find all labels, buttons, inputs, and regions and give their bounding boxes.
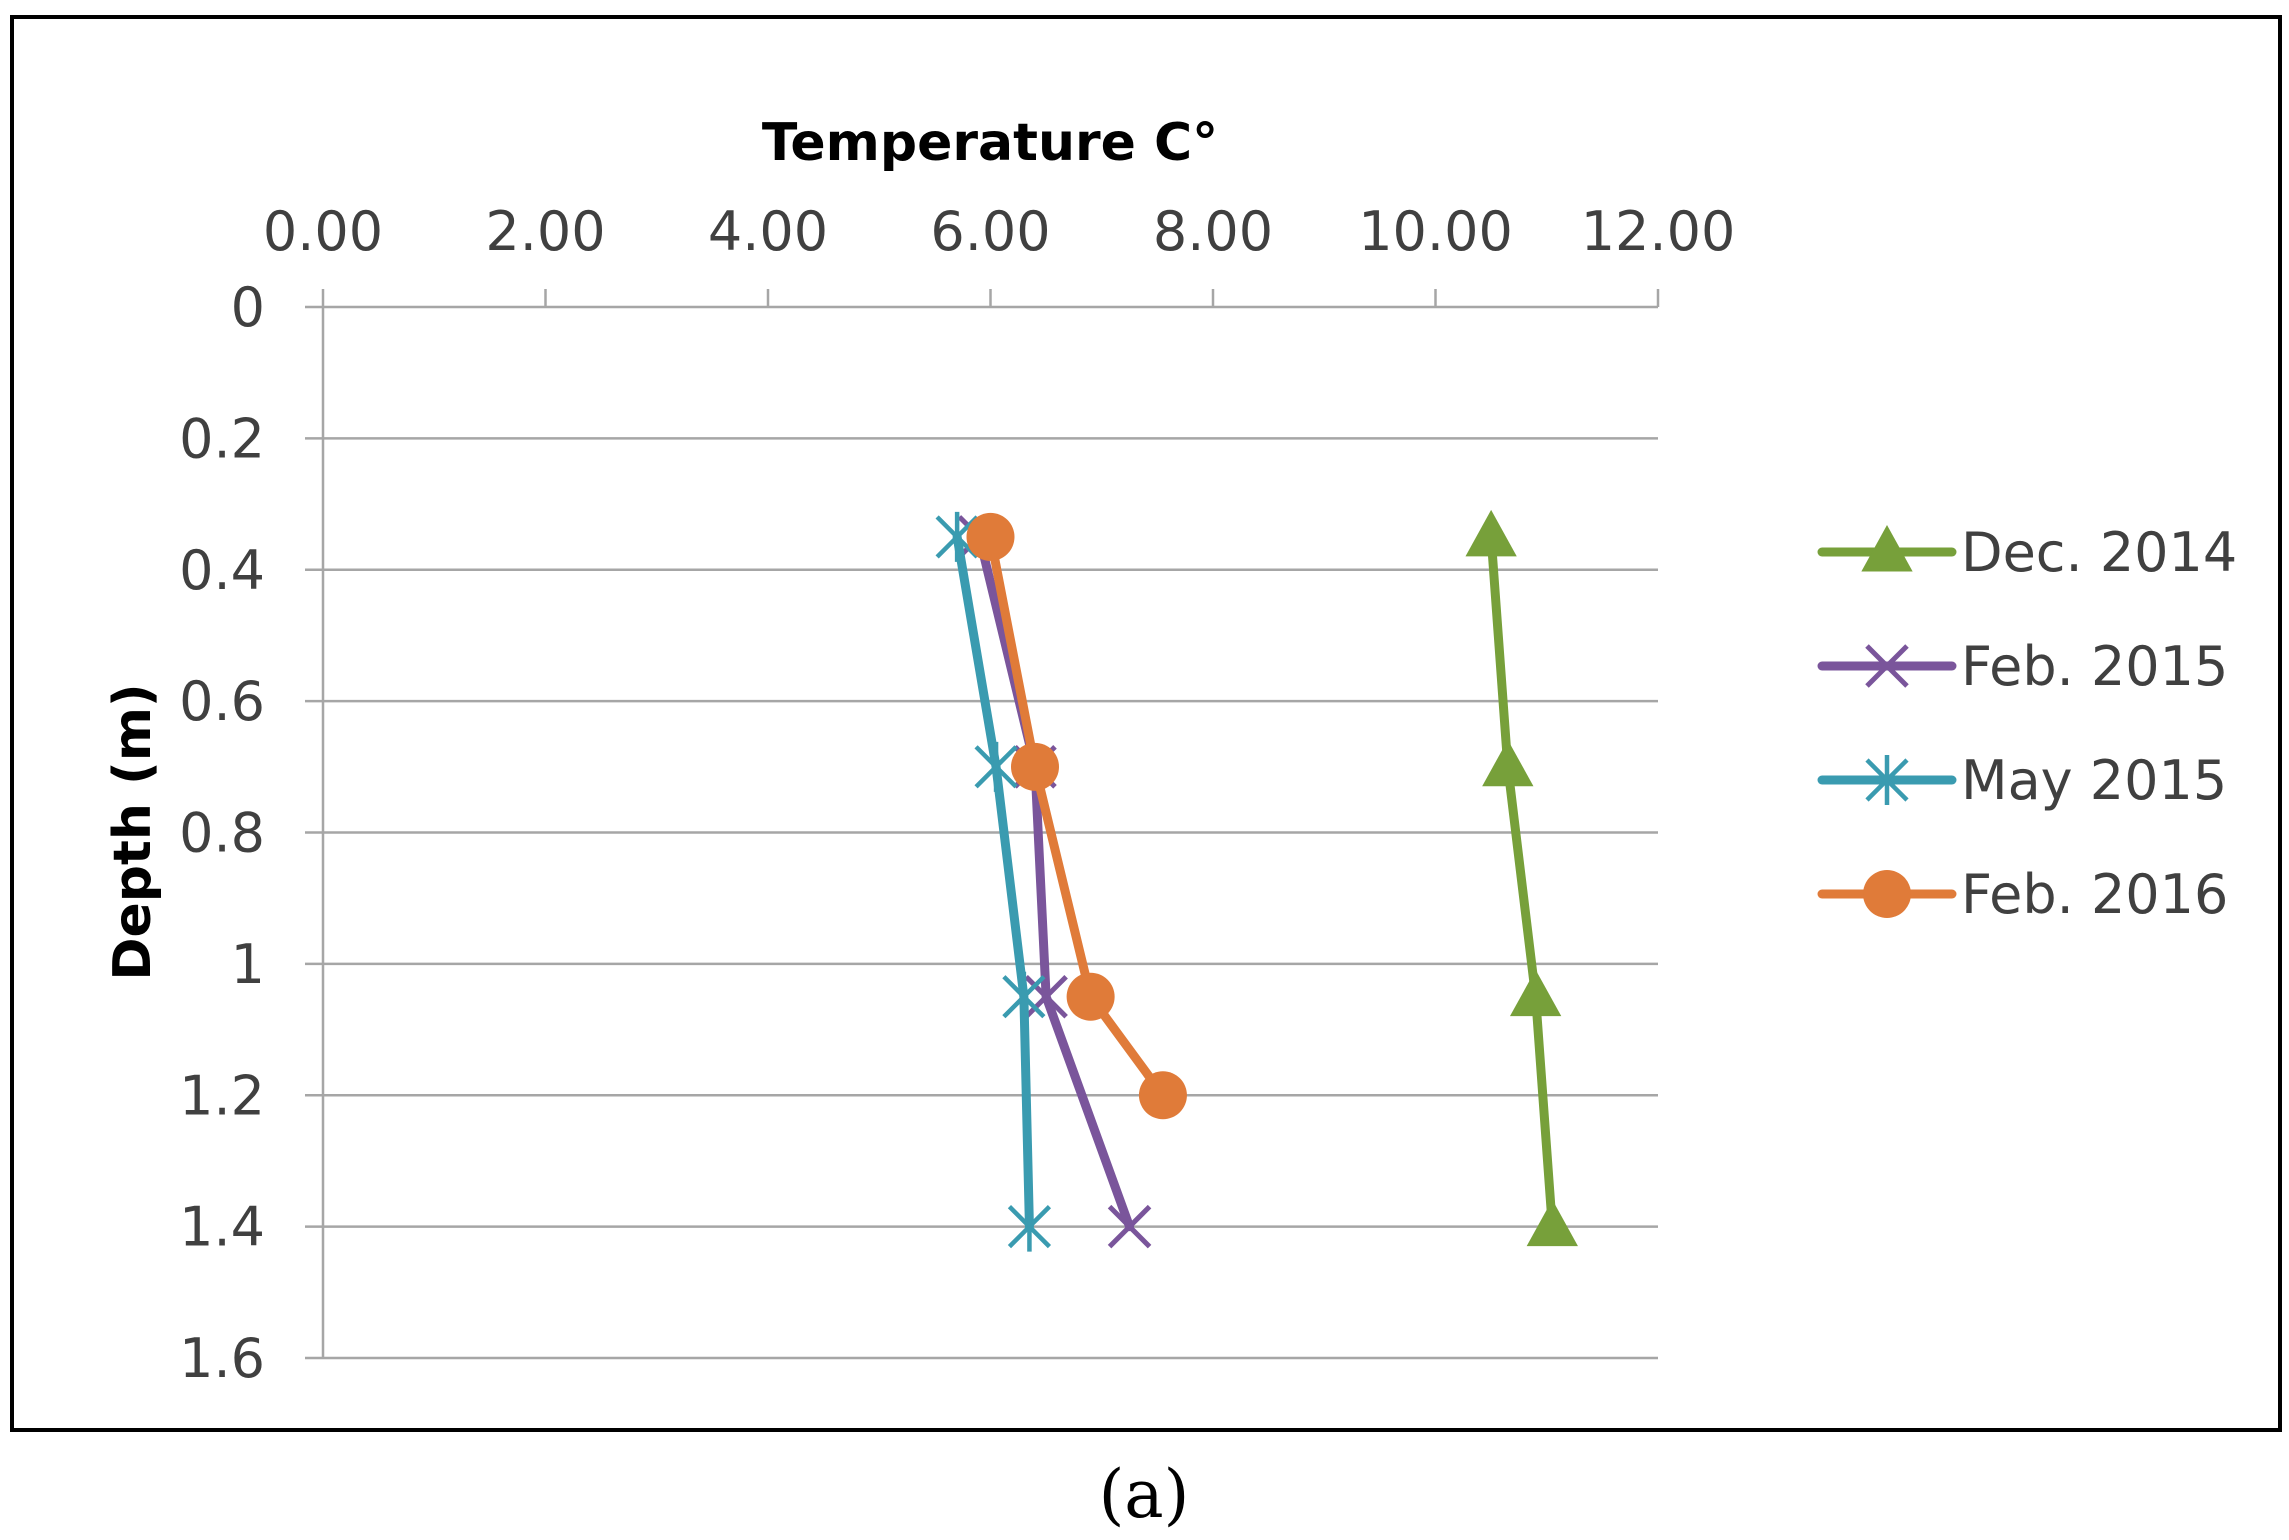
x-tick-label: 8.00 — [1153, 200, 1273, 263]
x-tick-label: 2.00 — [485, 200, 605, 263]
series-line — [986, 532, 1168, 1100]
series-dec-2014 — [1465, 509, 1578, 1247]
data-point — [1526, 1199, 1578, 1247]
y-axis-title: Depth (m) — [103, 683, 163, 980]
legend-item: Feb. 2016 — [1817, 863, 2228, 926]
data-point — [1465, 509, 1517, 557]
axes: 0 0.2 0.4 0.6 0.8 1 1.2 1.4 1.6 0.00 2.00 4.00 6.00 8… — [179, 200, 1735, 1390]
data-point — [974, 741, 1018, 792]
marker-stroke — [1865, 644, 1909, 688]
y-tick-label: 1.4 — [179, 1196, 265, 1259]
x-tick-label: 12.00 — [1581, 200, 1736, 263]
grid-lines — [323, 437, 1658, 1360]
legend-item: Feb. 2015 — [1817, 635, 2228, 698]
series-may-2015 — [935, 511, 1052, 1252]
data-point — [1482, 739, 1534, 787]
y-tick-label: 0.6 — [179, 670, 265, 733]
y-tick-label: 1.6 — [179, 1327, 265, 1390]
data-point — [1107, 1204, 1152, 1249]
y-tick-label: 0.2 — [179, 407, 265, 470]
x-tick-label: 4.00 — [708, 200, 828, 263]
data-point — [935, 511, 979, 562]
legend-label: May 2015 — [1961, 749, 2227, 812]
legend-label: Dec. 2014 — [1961, 521, 2237, 584]
data-point — [1011, 742, 1059, 791]
legend-label: Feb. 2016 — [1961, 863, 2228, 926]
legend-label: Feb. 2015 — [1961, 635, 2228, 698]
series-lines — [935, 509, 1578, 1252]
series-line — [952, 532, 1034, 1232]
data-point — [1007, 1201, 1052, 1252]
data-point — [1002, 971, 1046, 1022]
data-point — [966, 512, 1015, 561]
legend-item: May 2015 — [1817, 749, 2227, 812]
y-tick-label: 0 — [231, 276, 265, 339]
legend-swatch-marker — [1863, 870, 1911, 918]
y-tick-label: 1.2 — [179, 1064, 265, 1127]
data-point — [1138, 1071, 1187, 1120]
x-tick-label: 0.00 — [263, 200, 383, 263]
y-tick-label: 1 — [231, 933, 265, 996]
legend-swatch-marker — [1861, 525, 1913, 572]
chart-border — [10, 15, 2282, 1432]
x-axis-title: Temperature C° — [762, 113, 1218, 173]
x-tick-label: 6.00 — [930, 200, 1050, 263]
data-point — [1509, 969, 1562, 1017]
figure-caption: (a) — [1099, 1456, 1190, 1533]
data-point — [1066, 972, 1115, 1021]
series-feb-2016 — [966, 512, 1187, 1120]
legend-swatch-marker — [1865, 644, 1909, 688]
y-tick-label: 0.8 — [179, 802, 265, 865]
legend: Dec. 2014 Feb. 2015 May 2015 Feb. 2016 — [1817, 521, 2237, 926]
marker-stroke — [1107, 1204, 1152, 1249]
legend-swatch-marker — [1865, 755, 1909, 805]
marker-stroke — [1024, 974, 1068, 1019]
data-point — [1024, 974, 1068, 1019]
series-line — [1486, 532, 1557, 1232]
series-line — [974, 532, 1135, 1232]
y-tick-label: 0.4 — [179, 539, 265, 602]
legend-item: Dec. 2014 — [1817, 521, 2237, 584]
x-tick-label: 10.00 — [1358, 200, 1513, 263]
